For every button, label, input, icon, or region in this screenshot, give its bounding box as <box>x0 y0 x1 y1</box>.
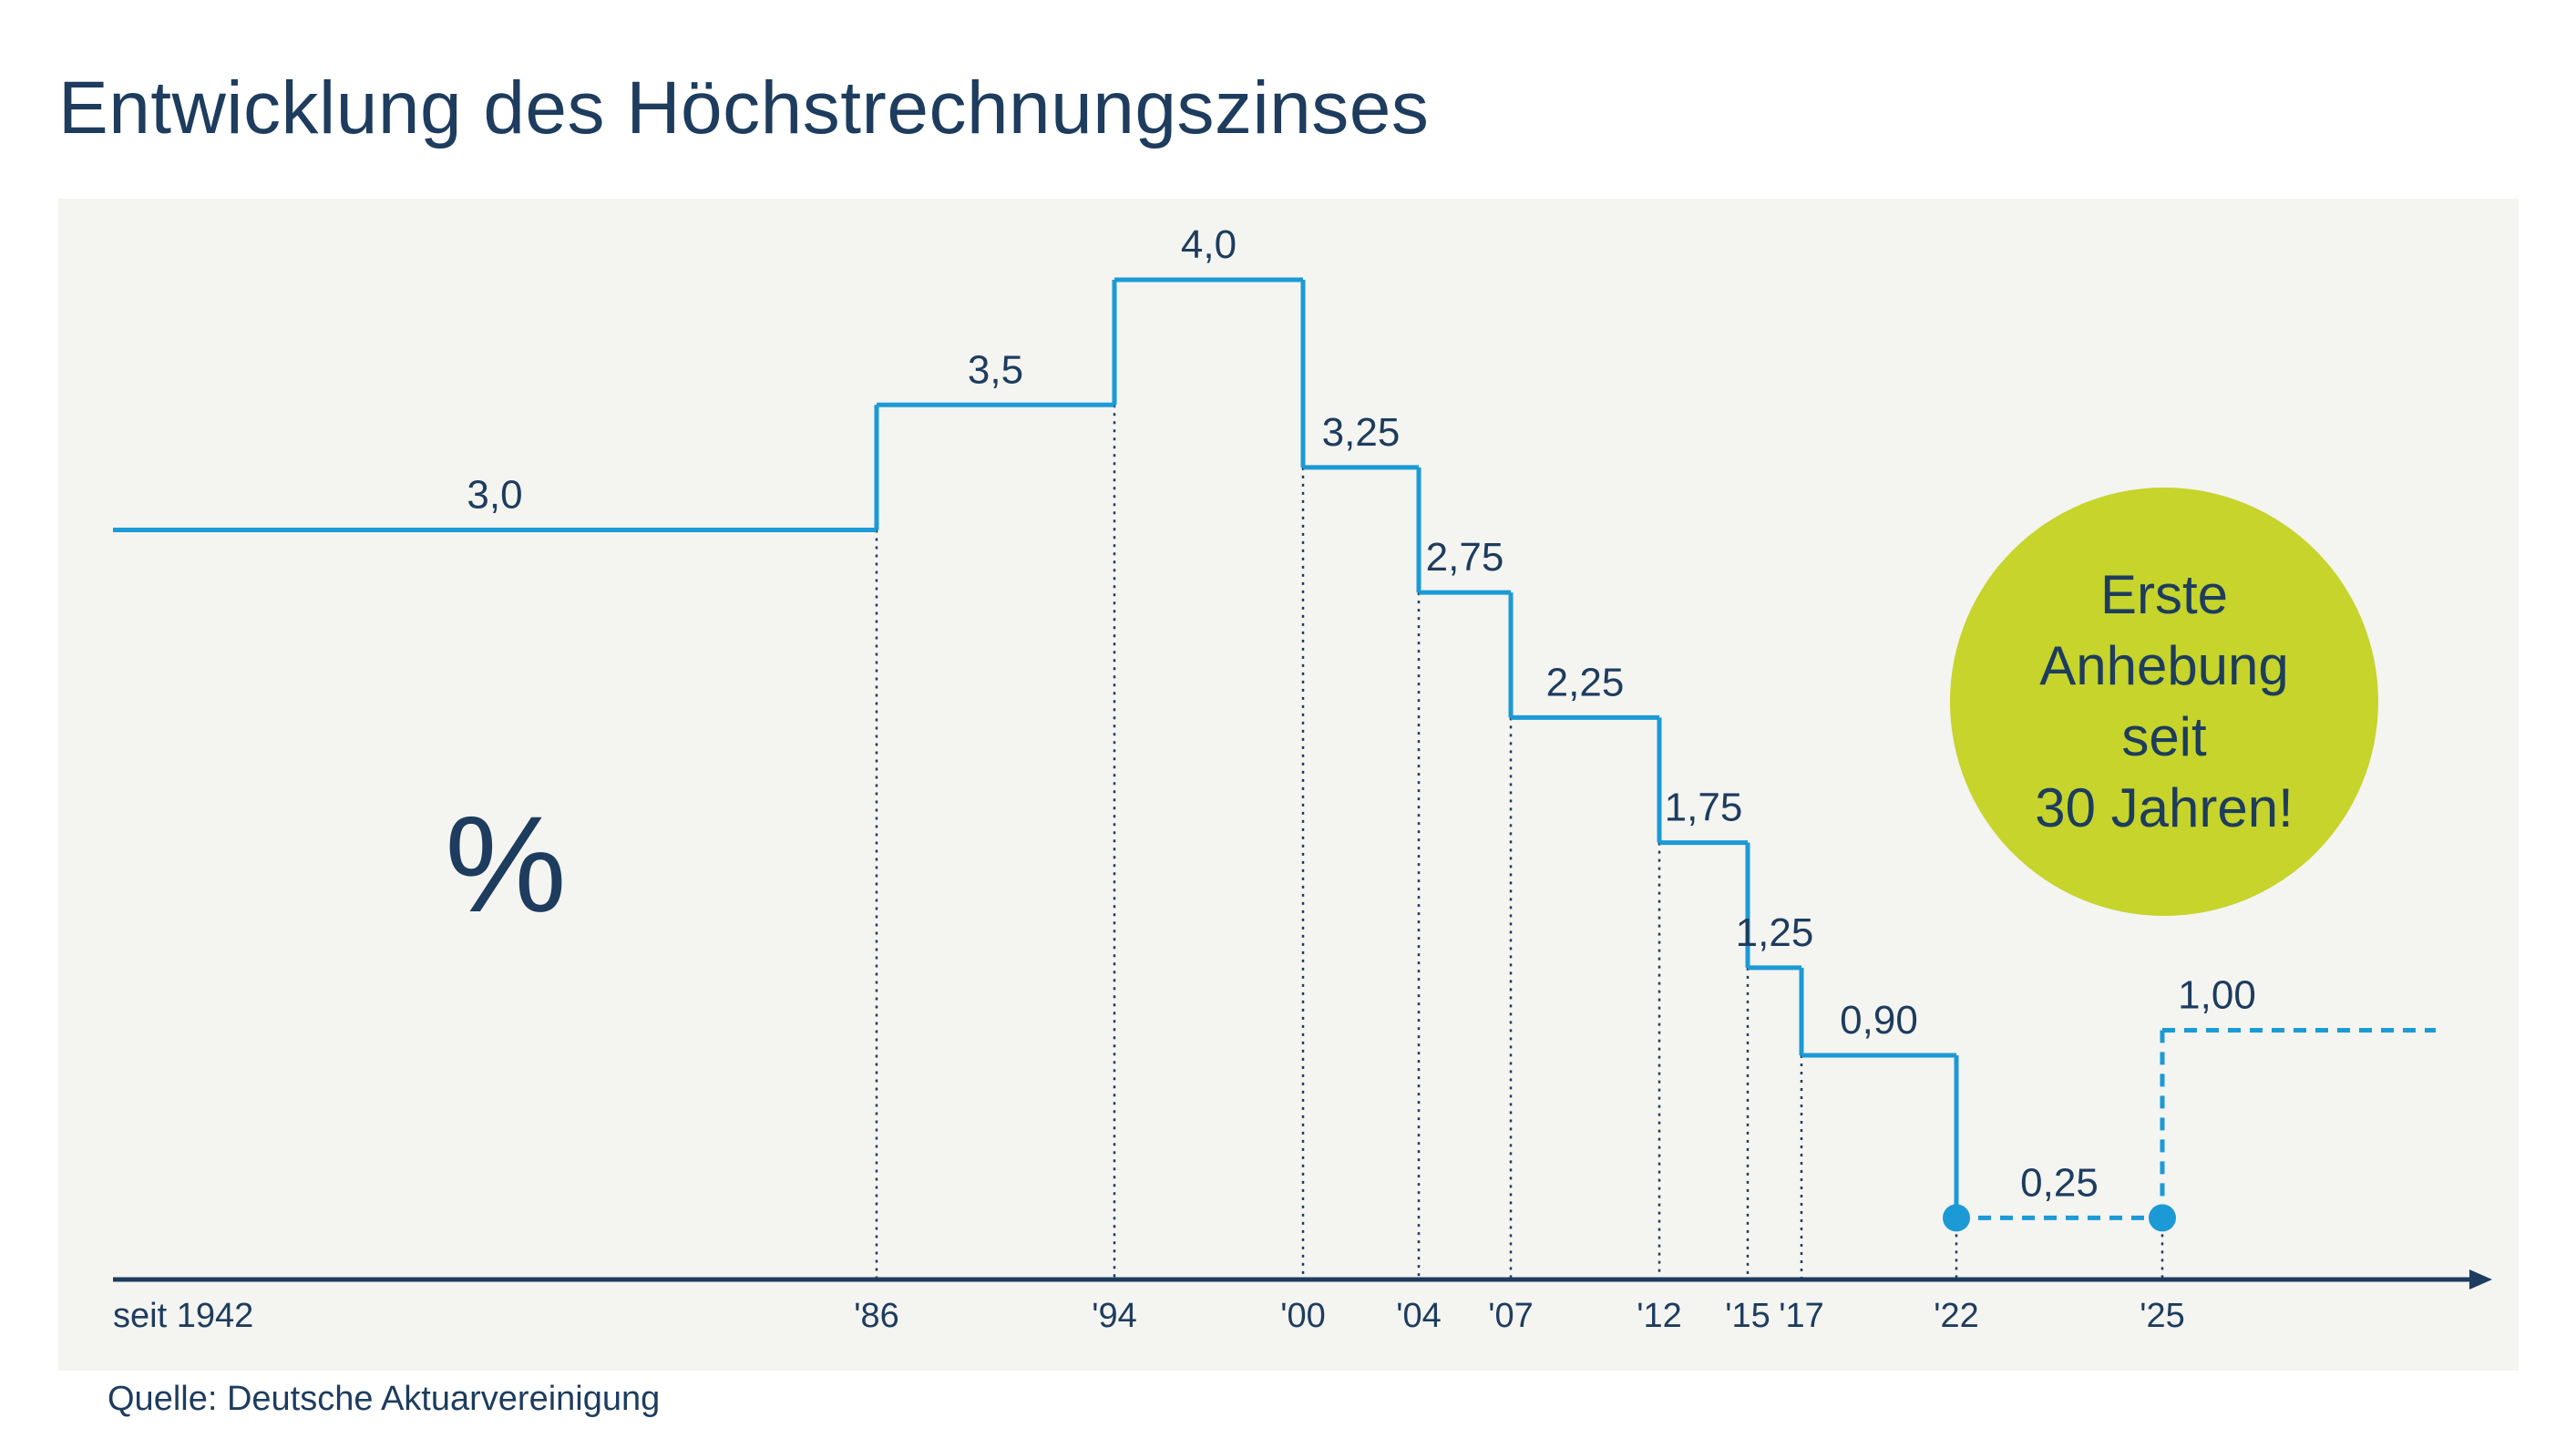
value-label: 3,25 <box>1322 410 1401 455</box>
chart-title: Entwicklung des Höchstrechnungszinses <box>58 67 1430 149</box>
x-axis-arrow <box>2469 1269 2492 1290</box>
tick-label: '04 <box>1396 1297 1442 1335</box>
value-label: 1,00 <box>2178 973 2256 1018</box>
value-label: 1,75 <box>1665 786 1743 830</box>
badge-line: Anhebung <box>2039 635 2289 696</box>
badge-line: seit <box>2121 706 2207 767</box>
value-label: 3,5 <box>968 347 1023 392</box>
value-label: 2,75 <box>1426 535 1504 580</box>
source-note: Quelle: Deutsche Aktuarvereinigung <box>108 1380 661 1418</box>
tick-label: '25 <box>2140 1297 2185 1335</box>
tick-label: '12 <box>1637 1297 1682 1335</box>
value-label: 2,25 <box>1546 660 1625 704</box>
value-label: 0,90 <box>1840 998 1918 1043</box>
tick-label: '94 <box>1092 1297 1137 1335</box>
tick-label: '22 <box>1934 1297 1979 1335</box>
tick-label: '17 <box>1779 1297 1824 1335</box>
value-label: 3,0 <box>467 473 522 518</box>
value-labels: 3,0 3,5 4,0 3,25 2,75 2,25 1,75 1,25 0,90 0,25 1,0… <box>467 222 2255 1205</box>
marker-dot <box>1943 1204 1970 1232</box>
badge-line: Erste <box>2099 564 2229 625</box>
marker-dot <box>2149 1204 2176 1232</box>
value-label: 4,0 <box>1181 222 1237 267</box>
badge-line: 30 Jahren! <box>2035 777 2294 838</box>
unit-symbol: % <box>445 787 566 940</box>
highlight-badge: Erste Anhebung seit 30 Jahren! <box>1950 488 2378 916</box>
value-label: 1,25 <box>1736 910 1814 955</box>
value-label: 0,25 <box>2020 1160 2099 1205</box>
step-series <box>113 277 2436 1220</box>
x-tick-labels: seit 1942 '86 '94 '00 '04 '07 '12 '15'17 '22 '25 <box>113 1297 2185 1335</box>
tick-label: '00 <box>1280 1297 1326 1335</box>
tick-label: '86 <box>854 1297 899 1335</box>
markers <box>1943 1204 2176 1232</box>
tick-label: '15 <box>1725 1297 1770 1335</box>
tick-label: seit 1942 <box>113 1297 253 1335</box>
tick-label: '07 <box>1488 1297 1534 1335</box>
